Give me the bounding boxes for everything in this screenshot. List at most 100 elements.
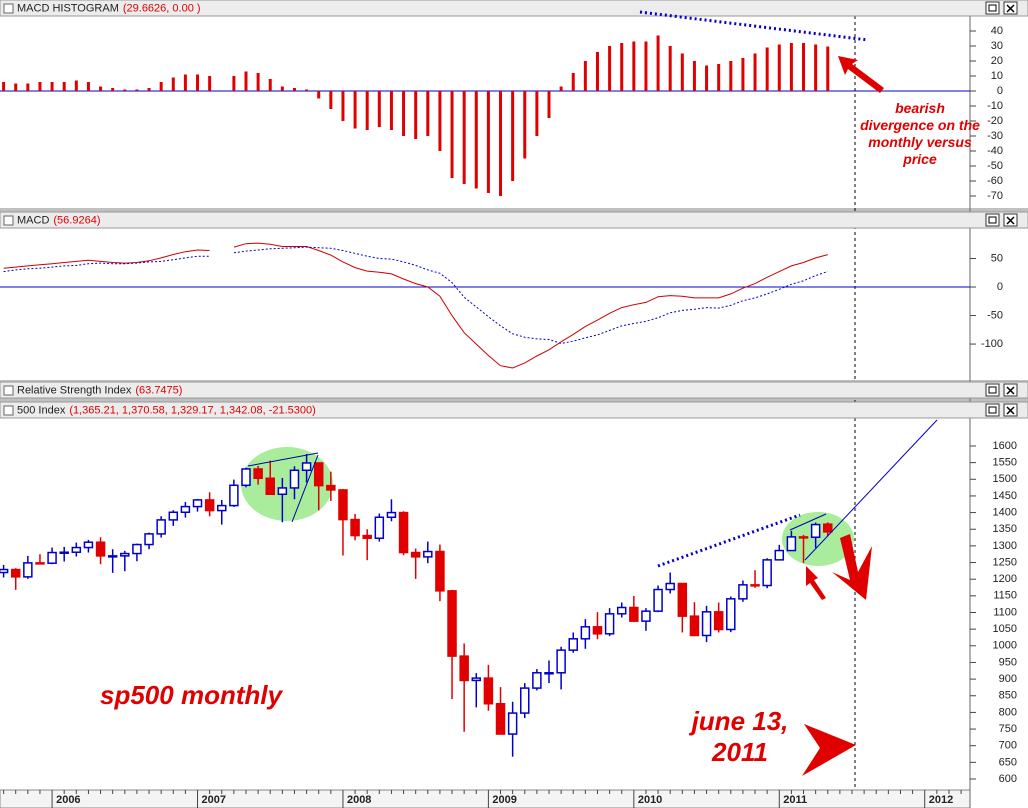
candle-body <box>520 687 530 714</box>
histogram-bar <box>50 82 54 91</box>
histogram-bar <box>414 91 418 139</box>
histogram-bar <box>608 46 612 91</box>
x-tick-label: 2010 <box>638 794 662 806</box>
y-tick-label: 1050 <box>993 623 1017 635</box>
histogram-bar <box>426 91 430 136</box>
maximize-glyph <box>988 216 997 224</box>
histogram-bar <box>99 86 103 91</box>
y-tick-label: -100 <box>981 338 1003 350</box>
y-tick-label: 1400 <box>993 506 1017 518</box>
y-tick-label: -50 <box>987 309 1003 321</box>
histogram-bar <box>244 71 248 91</box>
y-tick-label: 750 <box>999 723 1017 735</box>
trend-line <box>804 419 938 561</box>
close-glyph <box>1006 4 1015 13</box>
candle-body <box>507 712 518 735</box>
histogram-bar <box>644 41 648 91</box>
y-tick-label: 600 <box>999 773 1017 785</box>
histogram-bar <box>583 61 587 91</box>
candle-body <box>362 534 372 539</box>
header-icon <box>3 405 14 416</box>
y-tick-label: 850 <box>999 690 1017 702</box>
panel-header <box>0 401 1028 419</box>
candle-body <box>786 536 797 552</box>
histogram-bar <box>159 82 163 91</box>
candle-body <box>35 562 45 565</box>
candle-body <box>423 550 433 558</box>
candle-body <box>810 523 821 538</box>
y-tick-label: -40 <box>987 145 1003 157</box>
candle-body <box>580 626 591 640</box>
candle-body <box>374 516 385 539</box>
histogram-bar <box>171 77 175 91</box>
candle-body <box>95 541 106 557</box>
histogram-bar <box>196 74 200 91</box>
histogram-bar <box>559 86 563 91</box>
histogram-bar <box>353 91 357 129</box>
candle-body <box>604 613 615 635</box>
y-tick-label: 0 <box>997 281 1003 293</box>
candle-body <box>386 511 397 518</box>
histogram-bar <box>777 44 781 91</box>
histogram-bar <box>62 82 66 91</box>
candle-body <box>495 702 506 735</box>
maximize-glyph <box>988 4 997 12</box>
candle-body <box>774 549 785 561</box>
panel-readout: (56.9264) <box>53 214 100 226</box>
candle-body <box>132 543 142 555</box>
maximize-button[interactable] <box>985 213 1000 227</box>
candle-body <box>677 582 688 617</box>
histogram-bar <box>341 91 345 121</box>
histogram-bar <box>620 43 624 91</box>
histogram-bar <box>329 91 333 109</box>
arrow <box>806 566 826 600</box>
y-tick-label: 950 <box>999 656 1017 668</box>
panel-title: MACD HISTOGRAM <box>17 2 119 14</box>
histogram-bar <box>462 91 466 184</box>
histogram-bar <box>511 91 515 181</box>
candle-body <box>265 477 275 496</box>
histogram-bar <box>729 61 733 91</box>
x-tick-label: 2011 <box>783 794 807 806</box>
maximize-button[interactable] <box>985 403 1000 417</box>
histogram-bar <box>305 89 309 91</box>
maximize-button[interactable] <box>985 383 1000 397</box>
histogram-bar <box>256 73 260 91</box>
histogram-bar <box>280 86 284 91</box>
y-tick-label: 1600 <box>993 440 1017 452</box>
candle-body <box>459 655 469 682</box>
y-tick-label: 650 <box>999 756 1017 768</box>
candle-body <box>168 511 179 521</box>
candle-body <box>410 551 421 558</box>
panel-price <box>0 402 1028 808</box>
candle-body <box>59 551 69 554</box>
histogram-bar <box>826 46 830 91</box>
panel-readout: (1,365.21, 1,370.58, 1,329.17, 1,342.08,… <box>69 404 315 416</box>
indicator-line <box>3 242 828 369</box>
y-tick-label: 50 <box>991 252 1003 264</box>
candle-body <box>144 533 154 546</box>
candle-body <box>726 598 736 631</box>
candle-body <box>120 552 130 557</box>
histogram-bar <box>705 65 709 91</box>
candle-body <box>568 638 578 651</box>
histogram-bar <box>111 88 115 91</box>
histogram-bar <box>438 91 442 151</box>
histogram-bar <box>147 88 151 91</box>
histogram-bar <box>74 80 78 91</box>
candle-body <box>83 541 94 549</box>
y-tick-label: 0 <box>997 85 1003 97</box>
panel-readout: (63.7475) <box>135 384 182 396</box>
histogram-bar <box>523 91 527 159</box>
maximize-button[interactable] <box>985 1 1000 15</box>
candle-body <box>762 559 772 587</box>
histogram-bar <box>668 46 672 91</box>
y-tick-label: 1450 <box>993 490 1017 502</box>
histogram-bar <box>535 91 539 136</box>
candle-body <box>338 489 348 521</box>
trend-line <box>657 513 801 568</box>
y-tick-label: 10 <box>991 70 1003 82</box>
y-tick-label: 20 <box>991 55 1003 67</box>
candle-body <box>241 468 251 487</box>
histogram-bar <box>656 35 660 91</box>
